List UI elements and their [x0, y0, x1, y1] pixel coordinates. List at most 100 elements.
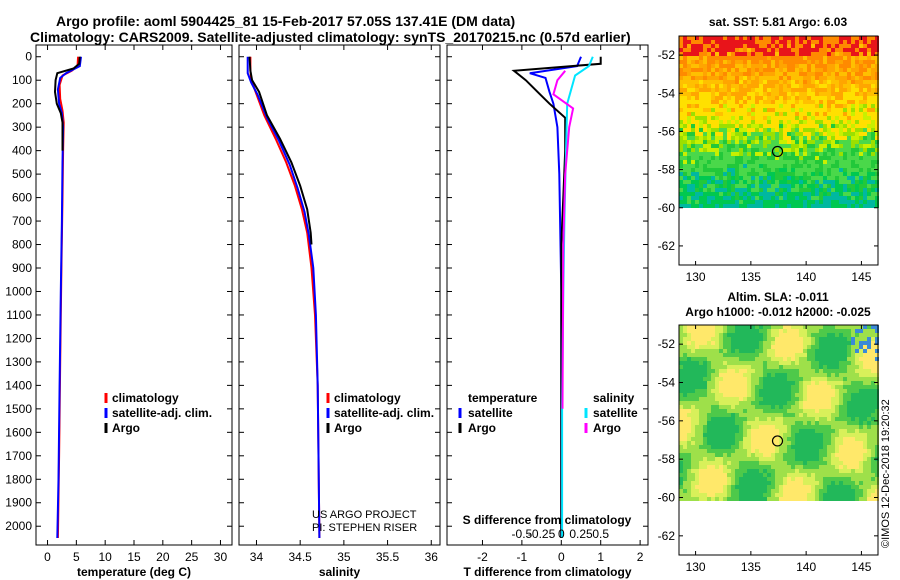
map-cell [719, 140, 723, 144]
map-cell [819, 204, 823, 208]
map-cell [691, 377, 695, 381]
map-cell [787, 457, 791, 461]
map-cell [875, 176, 879, 180]
map-cell [791, 40, 795, 44]
map-cell [867, 56, 871, 60]
map-cell [719, 329, 723, 333]
map-cell [747, 48, 751, 52]
map-cell [819, 36, 823, 40]
map-cell [691, 52, 695, 56]
map-cell [695, 497, 699, 501]
map-cell [835, 437, 839, 441]
map-cell [835, 184, 839, 188]
map-cell [723, 325, 727, 329]
map-cell [791, 80, 795, 84]
map-cell [867, 72, 871, 76]
map-cell [843, 469, 847, 473]
map-cell [859, 120, 863, 124]
map-cell [719, 481, 723, 485]
map-cell [711, 72, 715, 76]
map-cell [803, 88, 807, 92]
x-tick-label: 5 [73, 550, 80, 564]
map-cell [767, 345, 771, 349]
map-cell [723, 64, 727, 68]
map-cell [767, 160, 771, 164]
map-cell [731, 453, 735, 457]
map-cell [759, 405, 763, 409]
map-cell [679, 100, 683, 104]
map-cell [831, 461, 835, 465]
map-cell [679, 417, 683, 421]
map-cell [847, 361, 851, 365]
map-cell [871, 132, 875, 136]
map-cell [747, 449, 751, 453]
map-cell [707, 156, 711, 160]
map-cell [723, 445, 727, 449]
lat-tick-label: -56 [658, 124, 676, 138]
map-cell [743, 409, 747, 413]
map-cell [703, 108, 707, 112]
map-cell [819, 68, 823, 72]
map-cell [811, 136, 815, 140]
map-cell [799, 36, 803, 40]
map-cell [691, 361, 695, 365]
map-cell [831, 112, 835, 116]
map-cell [727, 341, 731, 345]
map-cell [863, 60, 867, 64]
project-credit: PI: STEPHEN RISER [312, 522, 417, 534]
map-cell [783, 196, 787, 200]
map-cell [775, 48, 779, 52]
map-cell [751, 385, 755, 389]
map-cell [819, 477, 823, 481]
map-cell [739, 192, 743, 196]
map-cell [843, 92, 847, 96]
map-cell [803, 365, 807, 369]
map-cell [875, 148, 879, 152]
map-cell [859, 52, 863, 56]
map-cell [803, 389, 807, 393]
map-cell [811, 493, 815, 497]
map-cell [735, 345, 739, 349]
map-cell [747, 377, 751, 381]
map-cell [811, 152, 815, 156]
map-cell [699, 333, 703, 337]
map-cell [707, 164, 711, 168]
map-cell [815, 168, 819, 172]
map-cell [699, 409, 703, 413]
map-cell [775, 160, 779, 164]
map-cell [871, 385, 875, 389]
map-cell [699, 104, 703, 108]
map-cell [679, 341, 683, 345]
map-cell [835, 92, 839, 96]
map-cell [835, 397, 839, 401]
map-cell [847, 172, 851, 176]
map-cell [791, 421, 795, 425]
map-cell [791, 457, 795, 461]
map-cell [843, 389, 847, 393]
map-cell [783, 401, 787, 405]
map-cell [679, 108, 683, 112]
map-cell [783, 425, 787, 429]
map-cell [739, 144, 743, 148]
map-cell [679, 445, 683, 449]
copyright-credit: ©IMOS 12-Dec-2018 19:20:32 [880, 399, 892, 548]
map-cell [699, 76, 703, 80]
map-cell [843, 36, 847, 40]
map-cell [731, 88, 735, 92]
map-cell [855, 100, 859, 104]
map-cell [851, 461, 855, 465]
map-cell [871, 100, 875, 104]
map-cell [783, 325, 787, 329]
map-cell [863, 132, 867, 136]
map-cell [847, 397, 851, 401]
map-frame [678, 324, 879, 556]
map-cell [783, 481, 787, 485]
map-cell [843, 373, 847, 377]
map-cell [791, 184, 795, 188]
map-cell [679, 40, 683, 44]
map-cell [807, 64, 811, 68]
map-cell [823, 457, 827, 461]
map-cell [707, 369, 711, 373]
map-cell [855, 168, 859, 172]
map-cell [779, 389, 783, 393]
